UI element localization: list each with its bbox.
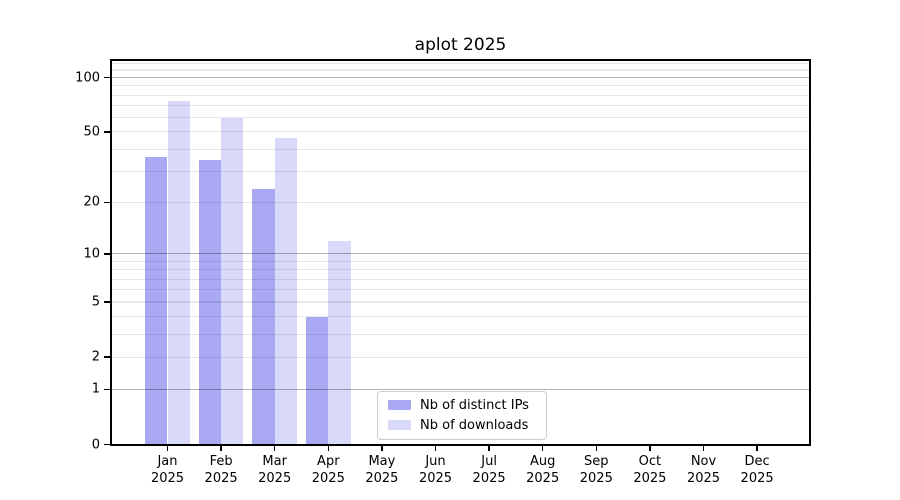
x-tick-label-jul: Jul 2025 xyxy=(472,454,506,486)
x-tick-label-nov: Nov 2025 xyxy=(686,454,721,486)
y-tick xyxy=(103,443,110,446)
x-tick xyxy=(434,445,437,451)
y-tick xyxy=(103,253,110,255)
y-tick xyxy=(103,356,110,358)
legend: Nb of distinct IPs Nb of downloads xyxy=(377,390,547,440)
x-tick xyxy=(702,445,705,451)
y-tick xyxy=(103,76,110,79)
gridline-minor xyxy=(111,269,810,271)
gridline-minor xyxy=(111,117,810,119)
x-tick xyxy=(756,445,758,451)
x-tick-label-aug: Aug 2025 xyxy=(526,454,560,486)
gridline-minor xyxy=(111,278,810,280)
gridline-minor xyxy=(111,69,810,71)
legend-item-distinct-ips: Nb of distinct IPs xyxy=(388,398,536,413)
bar-nb-of-downloads-mar xyxy=(274,138,298,446)
bar-nb-of-downloads-jan xyxy=(167,101,190,446)
x-tick-label-jun: Jun 2025 xyxy=(418,454,453,486)
y-tick xyxy=(103,201,110,204)
gridline-minor xyxy=(111,62,810,64)
legend-label-distinct-ips: Nb of distinct IPs xyxy=(420,397,529,413)
gridline-minor xyxy=(111,94,810,96)
x-tick-label-may: May 2025 xyxy=(365,454,399,486)
gridline-minor xyxy=(111,131,810,133)
x-tick xyxy=(273,445,276,451)
x-tick xyxy=(541,445,544,451)
y-tick xyxy=(103,131,110,133)
y-tick-label: 1 xyxy=(91,381,100,397)
gridline-major xyxy=(111,76,810,79)
bar-nb-of-distinct-ips-jan xyxy=(145,157,168,446)
x-tick-label-dec: Dec 2025 xyxy=(740,454,774,486)
gridline-major xyxy=(111,388,810,390)
x-tick-label-mar: Mar 2025 xyxy=(258,454,292,486)
bar-nb-of-downloads-feb xyxy=(221,117,244,446)
gridline-minor xyxy=(111,260,810,263)
gridline-minor xyxy=(111,170,810,173)
x-tick xyxy=(649,445,651,451)
chart-title: aplot 2025 xyxy=(414,35,507,55)
y-tick xyxy=(103,388,110,391)
x-tick-label-apr: Apr 2025 xyxy=(311,454,345,486)
gridline-minor xyxy=(111,85,810,87)
legend-swatch-downloads xyxy=(388,420,411,430)
gridline-minor xyxy=(111,315,810,318)
bar-nb-of-distinct-ips-apr xyxy=(305,316,329,446)
gridline-minor xyxy=(111,201,810,204)
gridline-minor xyxy=(111,333,810,335)
x-tick-label-oct: Oct 2025 xyxy=(633,454,667,486)
x-tick xyxy=(327,445,330,451)
bar-nb-of-downloads-apr xyxy=(328,240,351,446)
y-tick-label: 100 xyxy=(75,70,100,86)
gridline-minor xyxy=(111,356,810,358)
x-tick-label-feb: Feb 2025 xyxy=(204,454,238,486)
y-tick-label: 2 xyxy=(91,349,100,365)
bar-nb-of-distinct-ips-feb xyxy=(198,159,222,446)
y-tick xyxy=(103,301,110,303)
legend-label-downloads: Nb of downloads xyxy=(420,417,529,433)
x-tick xyxy=(166,445,169,451)
x-tick xyxy=(381,445,383,451)
gridline-minor xyxy=(111,105,810,107)
x-tick xyxy=(595,445,598,451)
x-tick-label-sep: Sep 2025 xyxy=(579,454,613,486)
x-tick xyxy=(220,445,222,451)
gridline-minor xyxy=(111,301,810,303)
y-tick-label: 5 xyxy=(91,294,100,310)
gridline-minor xyxy=(111,289,810,291)
gridline-minor xyxy=(111,148,810,150)
gridline-major xyxy=(111,253,810,255)
plot-frame xyxy=(110,59,811,446)
y-tick-label: 10 xyxy=(83,246,100,262)
bar-nb-of-distinct-ips-mar xyxy=(252,188,275,446)
legend-swatch-distinct-ips xyxy=(388,400,411,410)
x-tick-label-jan: Jan 2025 xyxy=(150,454,185,486)
legend-item-downloads: Nb of downloads xyxy=(388,418,536,433)
y-tick-label: 50 xyxy=(83,124,100,140)
x-tick xyxy=(488,445,490,451)
y-tick-label: 20 xyxy=(83,194,100,210)
y-tick-label: 0 xyxy=(91,437,100,452)
